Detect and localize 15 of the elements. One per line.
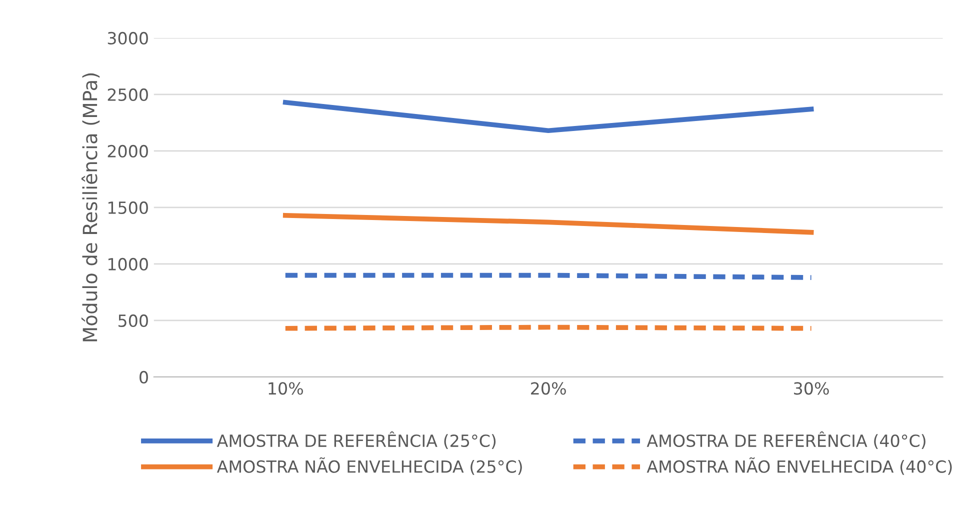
y-tick-label: 1500 xyxy=(108,201,148,214)
y-tick-label: 2500 xyxy=(108,88,148,102)
legend-label: AMOSTRA NÃO ENVELHECIDA (25°C) xyxy=(216,457,522,475)
y-tick-label: 0 xyxy=(140,370,148,384)
x-tick-label: 20% xyxy=(531,382,566,395)
y-tick-label: 1000 xyxy=(108,258,148,271)
y-tick-label: 3000 xyxy=(108,32,148,45)
x-tick-label: 10% xyxy=(268,382,303,395)
legend-label: AMOSTRA NÃO ENVELHECIDA (40°C) xyxy=(646,457,952,475)
y-axis-title: Módulo de Resiliência (MPa) xyxy=(81,73,100,342)
legend-label: AMOSTRA DE REFERÊNCIA (40°C) xyxy=(646,431,926,450)
y-tick-label: 500 xyxy=(118,314,148,328)
y-tick-label: 2000 xyxy=(108,144,148,158)
x-tick-label: 30% xyxy=(794,382,829,395)
legend-label: AMOSTRA DE REFERÊNCIA (25°C) xyxy=(216,431,496,450)
